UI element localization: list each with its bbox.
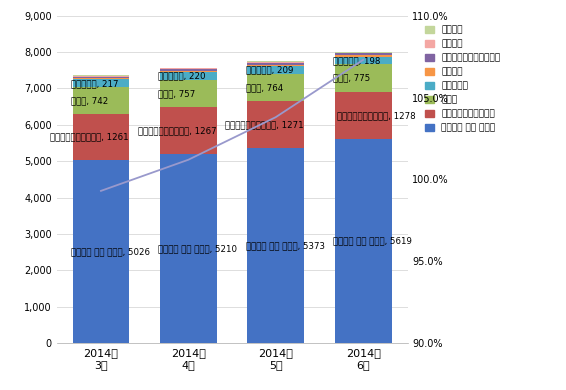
Text: オリックスカーシェア, 1271: オリックスカーシェア, 1271	[225, 120, 304, 129]
Text: タイムズ カー プラス, 5619: タイムズ カー プラス, 5619	[333, 236, 412, 245]
Bar	[247, 74, 304, 101]
Text: オリックスカーシェア, 1267: オリックスカーシェア, 1267	[138, 126, 216, 135]
Bar	[72, 114, 130, 160]
Bar	[72, 75, 130, 76]
Bar	[247, 148, 304, 343]
Bar	[72, 78, 130, 80]
Bar	[72, 80, 130, 87]
Bar	[160, 69, 217, 71]
Legend: エコロカ, ロシェア, カーシェアリング・ワン, カリテコ, アースカー, カレコ, オリックスカーシェア, タイムズ カー プラス: エコロカ, ロシェア, カーシェアリング・ワン, カリテコ, アースカー, カレ…	[422, 22, 504, 136]
Bar	[247, 66, 304, 74]
Text: カレコ, 757: カレコ, 757	[158, 89, 195, 98]
Bar	[247, 62, 304, 65]
Bar	[160, 68, 217, 69]
Text: タイムズ カー プラス, 5373: タイムズ カー プラス, 5373	[246, 241, 325, 250]
Bar	[160, 154, 217, 343]
Bar	[335, 64, 392, 92]
Text: タイムズ カー プラス, 5210: タイムズ カー プラス, 5210	[158, 244, 237, 253]
Text: アースカー, 209: アースカー, 209	[246, 65, 293, 74]
Text: アースカー, 217: アースカー, 217	[71, 79, 118, 88]
Text: アースカー, 198: アースカー, 198	[333, 56, 380, 65]
Bar	[160, 107, 217, 154]
Text: カレコ, 764: カレコ, 764	[246, 83, 283, 92]
Text: アースカー, 220: アースカー, 220	[158, 71, 205, 80]
Bar	[247, 101, 304, 148]
Text: オリックスカーシェア, 1278: オリックスカーシェア, 1278	[337, 111, 415, 120]
Bar	[335, 139, 392, 343]
Bar	[335, 92, 392, 139]
Bar	[72, 160, 130, 343]
Bar	[160, 72, 217, 80]
Bar	[72, 87, 130, 114]
Bar	[335, 55, 392, 57]
Bar	[160, 67, 217, 68]
Bar	[335, 57, 392, 64]
Bar	[335, 51, 392, 53]
Bar	[335, 53, 392, 55]
Text: カレコ, 775: カレコ, 775	[333, 74, 370, 83]
Text: カレコ, 742: カレコ, 742	[71, 96, 108, 105]
Bar	[160, 80, 217, 107]
Bar	[72, 76, 130, 78]
Text: タイムズ カー プラス, 5026: タイムズ カー プラス, 5026	[71, 247, 150, 256]
Bar	[247, 65, 304, 66]
Text: オリックスカーシェア, 1261: オリックスカーシェア, 1261	[50, 133, 129, 142]
Bar	[160, 71, 217, 72]
Bar	[247, 61, 304, 62]
